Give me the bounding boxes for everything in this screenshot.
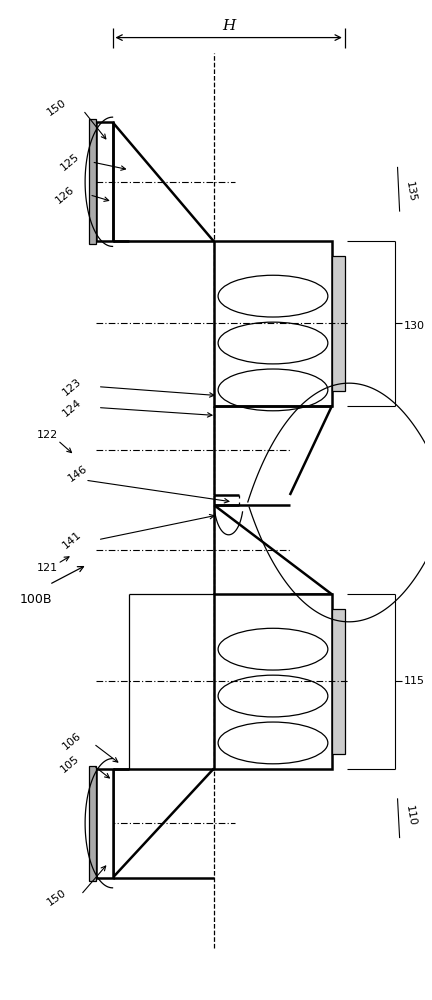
Text: 122: 122 (37, 430, 58, 440)
Text: 125: 125 (58, 151, 81, 173)
Bar (214, 241, 332, 406)
Bar (95, 122, 113, 241)
Text: 105: 105 (58, 753, 81, 774)
Text: 141: 141 (60, 529, 83, 550)
Bar (332, 609, 345, 754)
Text: 100B: 100B (20, 593, 52, 606)
Text: 124: 124 (60, 397, 83, 418)
Text: 115: 115 (404, 676, 425, 686)
Bar (332, 256, 345, 391)
Bar (89, 119, 95, 244)
Text: H: H (222, 19, 235, 33)
Text: 110: 110 (404, 805, 417, 827)
Bar (89, 766, 95, 881)
Bar (95, 768, 113, 878)
Text: 150: 150 (45, 888, 68, 908)
Text: 150: 150 (45, 97, 68, 117)
Text: 126: 126 (54, 184, 76, 205)
Text: 146: 146 (66, 463, 89, 483)
Text: 135: 135 (404, 181, 417, 203)
Text: 106: 106 (60, 730, 83, 751)
Text: 130: 130 (404, 321, 425, 331)
Text: 121: 121 (37, 563, 58, 573)
Bar (214, 594, 332, 768)
Text: 123: 123 (60, 376, 83, 397)
